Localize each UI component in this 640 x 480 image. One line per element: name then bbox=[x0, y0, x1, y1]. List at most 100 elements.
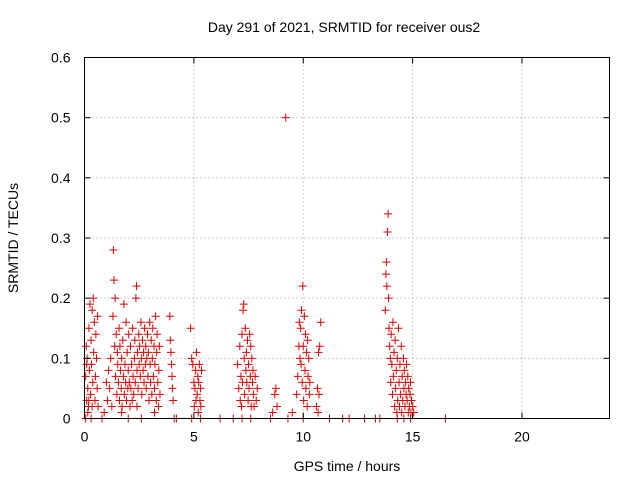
data-point bbox=[145, 318, 154, 327]
data-point bbox=[130, 336, 139, 345]
data-point bbox=[187, 354, 196, 363]
data-point bbox=[302, 348, 311, 357]
data-point bbox=[103, 396, 112, 405]
data-point bbox=[193, 372, 202, 381]
data-point bbox=[152, 396, 161, 405]
data-point bbox=[391, 336, 400, 345]
data-point bbox=[403, 372, 412, 381]
data-point bbox=[406, 378, 415, 387]
data-point bbox=[397, 342, 406, 351]
data-point bbox=[270, 390, 279, 399]
data-point bbox=[138, 336, 147, 345]
data-point bbox=[143, 330, 152, 339]
data-point bbox=[387, 330, 396, 339]
data-point bbox=[301, 366, 309, 375]
data-point bbox=[241, 324, 250, 333]
data-point bbox=[81, 372, 90, 381]
data-point bbox=[132, 282, 141, 291]
data-point bbox=[142, 384, 151, 393]
x-tick-label: 0 bbox=[81, 429, 89, 445]
data-point bbox=[241, 366, 250, 375]
data-point bbox=[383, 227, 392, 236]
data-point bbox=[245, 384, 253, 393]
data-point bbox=[297, 306, 306, 315]
data-points bbox=[81, 113, 450, 423]
data-point bbox=[111, 372, 120, 381]
data-point bbox=[128, 396, 137, 405]
data-point bbox=[123, 348, 132, 357]
data-point bbox=[192, 348, 201, 357]
data-point bbox=[268, 408, 277, 417]
data-point bbox=[298, 378, 307, 387]
data-point bbox=[234, 384, 243, 393]
data-point bbox=[89, 294, 98, 303]
data-point bbox=[292, 390, 301, 399]
data-point bbox=[253, 384, 262, 393]
data-point bbox=[114, 378, 123, 387]
data-point bbox=[154, 402, 163, 411]
data-point bbox=[273, 402, 281, 411]
y-tick-label: 0 bbox=[63, 411, 71, 427]
data-point bbox=[296, 324, 305, 333]
data-point bbox=[236, 396, 245, 405]
data-point bbox=[154, 366, 163, 375]
data-point bbox=[119, 372, 128, 381]
grid-lines bbox=[84, 57, 610, 419]
data-point bbox=[126, 342, 135, 351]
data-point bbox=[148, 354, 157, 363]
data-point bbox=[92, 354, 101, 363]
data-point bbox=[389, 372, 398, 381]
data-point bbox=[297, 360, 306, 369]
data-point bbox=[404, 384, 413, 393]
data-point bbox=[93, 384, 102, 393]
data-point bbox=[166, 348, 175, 357]
data-point bbox=[108, 312, 117, 321]
data-point bbox=[93, 312, 102, 321]
data-point bbox=[298, 282, 307, 291]
data-point bbox=[141, 342, 150, 351]
data-point bbox=[305, 378, 314, 387]
y-tick-label: 0.6 bbox=[51, 50, 71, 66]
data-point bbox=[197, 366, 206, 375]
data-point bbox=[115, 396, 124, 405]
data-point bbox=[293, 372, 302, 381]
y-tick-label: 0.4 bbox=[51, 170, 71, 186]
data-point bbox=[402, 360, 411, 369]
data-point bbox=[381, 270, 390, 279]
data-point bbox=[295, 354, 304, 363]
data-point bbox=[82, 342, 91, 351]
y-tick-label: 0.1 bbox=[51, 350, 71, 366]
data-point bbox=[89, 348, 98, 357]
data-point bbox=[117, 408, 126, 417]
data-point bbox=[305, 390, 314, 399]
data-point bbox=[84, 324, 93, 333]
data-point bbox=[155, 390, 164, 399]
data-point bbox=[111, 294, 120, 303]
data-point bbox=[399, 354, 408, 363]
data-point bbox=[150, 360, 159, 369]
data-point bbox=[136, 318, 145, 327]
data-point bbox=[85, 300, 94, 309]
data-point bbox=[239, 300, 248, 309]
data-point bbox=[245, 330, 254, 339]
data-point bbox=[134, 384, 143, 393]
data-point bbox=[299, 342, 308, 351]
data-point bbox=[131, 378, 140, 387]
data-point bbox=[84, 396, 93, 405]
data-point bbox=[87, 336, 96, 345]
chart-title: Day 291 of 2021, SRMTID for receiver ous… bbox=[208, 19, 481, 35]
x-tick-label: 5 bbox=[190, 429, 198, 445]
data-point bbox=[90, 318, 99, 327]
data-point bbox=[251, 372, 260, 381]
data-point bbox=[248, 378, 257, 387]
data-point bbox=[120, 390, 129, 399]
data-point bbox=[168, 384, 177, 393]
data-point bbox=[131, 294, 140, 303]
data-point bbox=[406, 390, 414, 399]
data-point bbox=[303, 402, 312, 411]
data-point bbox=[109, 246, 118, 255]
data-point bbox=[88, 378, 97, 387]
axis-ticks: 0 0.1 0.2 0.3 0.4 0.5 0.6 0 5 10 15 20 bbox=[51, 50, 610, 445]
data-point bbox=[113, 360, 122, 369]
data-point bbox=[303, 336, 312, 345]
